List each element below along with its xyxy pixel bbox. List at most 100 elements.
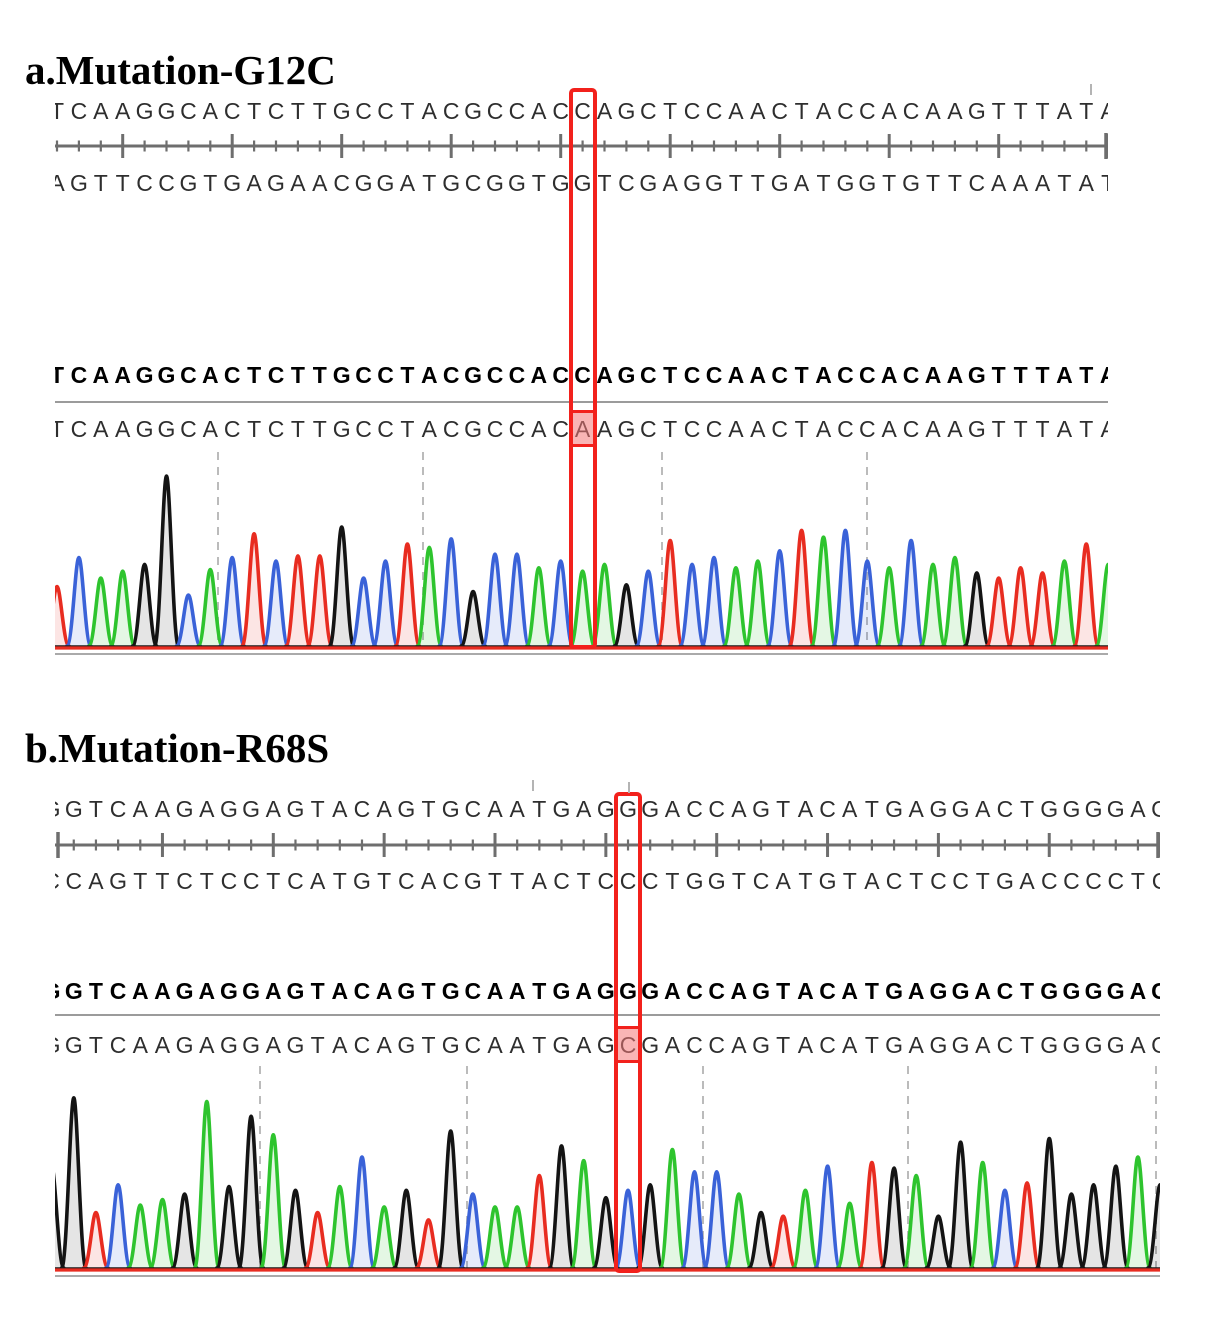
base-letter: G (179, 170, 198, 196)
base-letter: T (864, 796, 879, 822)
base-letter: A (331, 978, 349, 1004)
base-letter: T (290, 98, 305, 124)
base-letter: C (1063, 868, 1080, 894)
base-letter: C (377, 362, 394, 388)
base-letter: A (487, 796, 503, 822)
base-letter: C (109, 1032, 127, 1058)
base-letter: C (70, 98, 88, 124)
base-letter: C (353, 978, 371, 1004)
base-letter: C (442, 98, 460, 124)
base-letter: C (683, 98, 701, 124)
base-letter: G (951, 978, 970, 1004)
base-letter: C (837, 98, 854, 124)
base-letter: G (175, 1032, 194, 1058)
base-letter: G (639, 170, 658, 196)
base-letter: G (552, 796, 571, 822)
base-letter: A (1130, 796, 1146, 822)
base-letter: T (55, 98, 65, 124)
base-letter: A (664, 796, 681, 822)
base-letter: A (946, 362, 964, 388)
base-letter: G (552, 978, 571, 1004)
base-letter: T (531, 170, 546, 196)
base-letter: G (464, 98, 483, 124)
base-letter: C (267, 362, 285, 388)
base-letter: T (750, 170, 765, 196)
base-letter: T (422, 170, 437, 196)
base-letter: G (1040, 796, 1059, 822)
separator-line (55, 401, 1108, 403)
base-letter: C (705, 362, 723, 388)
base-letter: G (1062, 796, 1081, 822)
base-letter: T (864, 978, 879, 1004)
base-letter: T (115, 170, 130, 196)
base-letter: A (881, 416, 897, 442)
base-letter: A (265, 1032, 281, 1058)
base-letter: G (552, 1032, 571, 1058)
base-letter: T (1130, 868, 1145, 894)
base-letter: C (837, 362, 854, 388)
base-letter: C (65, 868, 83, 894)
panel-b: GGTCAAGAGGAGTACAGTGCAATGAGGGACCAGTACATGA… (55, 780, 1160, 1292)
base-letter: A (797, 1032, 814, 1058)
base-letter: G (286, 796, 305, 822)
base-letter: C (902, 362, 920, 388)
base-letter: T (155, 868, 170, 894)
base-letter: G (397, 1032, 416, 1058)
base-letter: T (133, 868, 148, 894)
base-letter: G (397, 796, 416, 822)
gridline-dash (1090, 84, 1092, 95)
base-letter: A (509, 1032, 525, 1058)
base-letter: C (486, 98, 504, 124)
base-letter: C (442, 416, 460, 442)
base-letter: T (377, 868, 392, 894)
base-letter: C (574, 362, 591, 388)
base-letter: A (576, 1032, 592, 1058)
base-letter: A (793, 170, 810, 196)
base-letter: G (752, 1032, 770, 1058)
base-letter: G (55, 1030, 64, 1060)
base-letter: C (267, 98, 285, 124)
base-letter: A (925, 98, 941, 124)
base-letter: A (775, 868, 791, 894)
base-letter: A (93, 416, 109, 442)
base-letter: C (837, 416, 854, 442)
base-letter: T (310, 796, 325, 822)
base-letter: T (925, 170, 941, 196)
base-letter: G (752, 978, 770, 1004)
base-letter: G (1148, 976, 1160, 1006)
base-letter: C (287, 868, 304, 894)
base-letter: T (93, 170, 108, 196)
base-letter: G (1106, 1032, 1125, 1058)
base-letter: T (532, 978, 547, 1004)
base-letter: C (618, 170, 635, 196)
base-letter: A (730, 978, 748, 1004)
base-letter: C (686, 978, 703, 1004)
base-letter: G (858, 170, 877, 196)
base-letter: G (441, 796, 460, 822)
base-letter: A (115, 416, 131, 442)
base-letter: C (180, 98, 197, 124)
base-letter: A (198, 978, 216, 1004)
base-letter: A (199, 1032, 215, 1058)
base-letter: A (908, 1032, 924, 1058)
base-letter: G (902, 170, 921, 196)
base-letter: C (858, 98, 876, 124)
base-letter: A (132, 796, 148, 822)
base-letter: A (309, 868, 326, 894)
base-letter: T (1096, 168, 1108, 198)
mutation-column-box (614, 792, 643, 1273)
base-letter: T (400, 362, 415, 388)
base-letter: C (553, 868, 570, 894)
position-ruler (55, 133, 1108, 159)
base-letter: G (596, 978, 615, 1004)
base-letter: A (508, 978, 526, 1004)
gridline-dash (532, 780, 534, 791)
base-letter: C (858, 362, 876, 388)
base-letter: C (1107, 868, 1125, 894)
base-letter: A (596, 362, 613, 388)
base-letter: A (1130, 1032, 1146, 1058)
base-letter: A (1056, 98, 1073, 124)
base-letter: A (750, 416, 766, 442)
base-letter: G (1062, 1032, 1081, 1058)
